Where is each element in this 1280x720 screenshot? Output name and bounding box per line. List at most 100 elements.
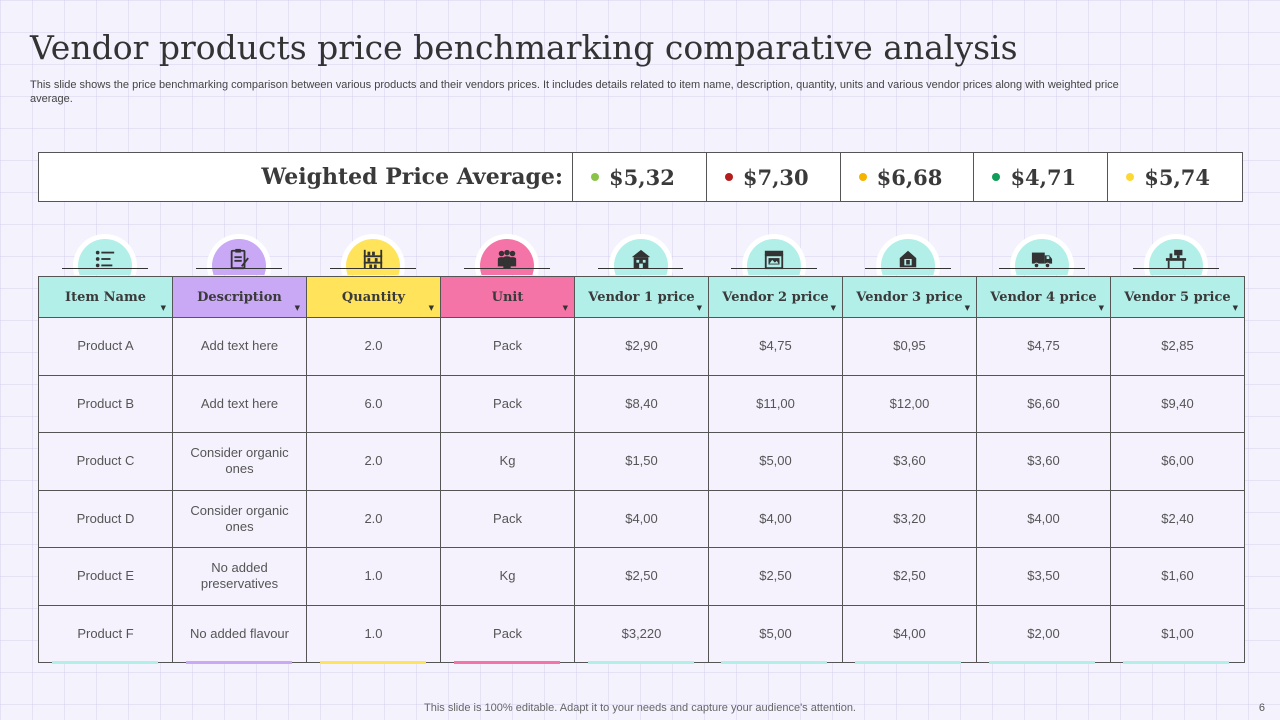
cell-vendor-2-price[interactable]: $5,00 bbox=[708, 604, 843, 663]
weighted-price-value: $6,68 bbox=[876, 164, 943, 190]
cell-vendor-5-price[interactable]: $1,60 bbox=[1110, 547, 1245, 606]
cell-description[interactable]: Add text here bbox=[172, 317, 307, 376]
dropdown-arrow-icon[interactable]: ▼ bbox=[562, 303, 568, 312]
column-header-vendor-4[interactable]: Vendor 4 price ▼ bbox=[976, 276, 1111, 318]
weighted-price-average-label: Weighted Price Average: bbox=[39, 153, 574, 201]
vendor-3-dot bbox=[858, 173, 867, 181]
cell-vendor-3-price[interactable]: $2,50 bbox=[842, 547, 977, 606]
cell-unit[interactable]: Kg bbox=[440, 432, 575, 491]
price-benchmark-table: Item Name ▼ Description ▼ Quantity ▼ Unit ▼ … bbox=[38, 276, 1245, 663]
cell-quantity[interactable]: 6.0 bbox=[306, 374, 441, 433]
cell-vendor-5-price[interactable]: $6,00 bbox=[1110, 432, 1245, 491]
dropdown-arrow-icon[interactable]: ▼ bbox=[1232, 303, 1238, 312]
column-header-description[interactable]: Description ▼ bbox=[172, 276, 307, 318]
cell-vendor-3-price[interactable]: $0,95 bbox=[842, 317, 977, 376]
column-header-vendor-1[interactable]: Vendor 1 price ▼ bbox=[574, 276, 709, 318]
cell-vendor-4-price[interactable]: $2,00 bbox=[976, 604, 1111, 663]
dropdown-arrow-icon[interactable]: ▼ bbox=[830, 303, 836, 312]
column-header-unit[interactable]: Unit ▼ bbox=[440, 276, 575, 318]
header-label: Vendor 5 price bbox=[1124, 289, 1231, 305]
cell-unit[interactable]: Pack bbox=[440, 604, 575, 663]
table-row: Product B Add text here 6.0 Pack $8,40 $… bbox=[38, 374, 1245, 433]
cell-item-name[interactable]: Product F bbox=[38, 604, 173, 663]
cell-quantity[interactable]: 1.0 bbox=[306, 604, 441, 663]
cell-vendor-2-price[interactable]: $4,00 bbox=[708, 489, 843, 548]
cell-description[interactable]: No added flavour bbox=[172, 604, 307, 663]
dropdown-arrow-icon[interactable]: ▼ bbox=[294, 303, 300, 312]
table-row: Product C Consider organic ones 2.0 Kg $… bbox=[38, 432, 1245, 491]
cell-vendor-4-price[interactable]: $3,50 bbox=[976, 547, 1111, 606]
dropdown-arrow-icon[interactable]: ▼ bbox=[160, 303, 166, 312]
cell-vendor-2-price[interactable]: $11,00 bbox=[708, 374, 843, 433]
table-header-row: Item Name ▼ Description ▼ Quantity ▼ Unit ▼ … bbox=[38, 276, 1245, 318]
cell-quantity[interactable]: 2.0 bbox=[306, 317, 441, 376]
header-label: Vendor 4 price bbox=[990, 289, 1097, 305]
cell-item-name[interactable]: Product D bbox=[38, 489, 173, 548]
vendor-2-dot bbox=[724, 173, 733, 181]
header-label: Description bbox=[197, 289, 282, 305]
cell-description[interactable]: No added preservatives bbox=[172, 547, 307, 606]
table-row: Product A Add text here 2.0 Pack $2,90 $… bbox=[38, 317, 1245, 376]
cell-vendor-2-price[interactable]: $2,50 bbox=[708, 547, 843, 606]
desk-icon bbox=[1165, 249, 1187, 269]
weighted-price-vendor-1: $5,32 bbox=[573, 153, 707, 201]
cell-item-name[interactable]: Product C bbox=[38, 432, 173, 491]
column-header-vendor-3[interactable]: Vendor 3 price ▼ bbox=[842, 276, 977, 318]
cell-vendor-5-price[interactable]: $1,00 bbox=[1110, 604, 1245, 663]
cell-vendor-1-price[interactable]: $2,50 bbox=[574, 547, 709, 606]
cell-vendor-5-price[interactable]: $9,40 bbox=[1110, 374, 1245, 433]
cell-unit[interactable]: Kg bbox=[440, 547, 575, 606]
divider bbox=[597, 268, 684, 269]
cell-vendor-2-price[interactable]: $5,00 bbox=[708, 432, 843, 491]
cell-vendor-1-price[interactable]: $4,00 bbox=[574, 489, 709, 548]
weighted-price-vendor-5: $5,74 bbox=[1108, 153, 1242, 201]
cell-vendor-3-price[interactable]: $3,20 bbox=[842, 489, 977, 548]
cell-quantity[interactable]: 2.0 bbox=[306, 489, 441, 548]
cell-vendor-3-price[interactable]: $3,60 bbox=[842, 432, 977, 491]
cell-vendor-4-price[interactable]: $4,00 bbox=[976, 489, 1111, 548]
slide-footer: This slide is 100% editable. Adapt it to… bbox=[424, 702, 856, 714]
cell-quantity[interactable]: 1.0 bbox=[306, 547, 441, 606]
cell-description[interactable]: Add text here bbox=[172, 374, 307, 433]
cell-vendor-5-price[interactable]: $2,85 bbox=[1110, 317, 1245, 376]
store-icon bbox=[631, 249, 650, 269]
cell-vendor-3-price[interactable]: $4,00 bbox=[842, 604, 977, 663]
cell-vendor-1-price[interactable]: $8,40 bbox=[574, 374, 709, 433]
divider bbox=[62, 268, 148, 269]
cell-item-name[interactable]: Product B bbox=[38, 374, 173, 433]
weighted-price-vendor-4: $4,71 bbox=[974, 153, 1109, 201]
cell-unit[interactable]: Pack bbox=[440, 489, 575, 548]
cell-vendor-4-price[interactable]: $4,75 bbox=[976, 317, 1111, 376]
cell-vendor-1-price[interactable]: $2,90 bbox=[574, 317, 709, 376]
divider bbox=[329, 268, 416, 269]
divider bbox=[1133, 268, 1220, 269]
column-header-quantity[interactable]: Quantity ▼ bbox=[306, 276, 441, 318]
vendor-5-dot bbox=[1126, 173, 1135, 181]
cell-vendor-5-price[interactable]: $2,40 bbox=[1110, 489, 1245, 548]
divider bbox=[865, 268, 952, 269]
cell-item-name[interactable]: Product E bbox=[38, 547, 173, 606]
cell-vendor-3-price[interactable]: $12,00 bbox=[842, 374, 977, 433]
divider bbox=[195, 268, 282, 269]
column-header-vendor-2[interactable]: Vendor 2 price ▼ bbox=[708, 276, 843, 318]
cell-item-name[interactable]: Product A bbox=[38, 317, 173, 376]
page-number: 6 bbox=[1258, 702, 1265, 714]
cell-quantity[interactable]: 2.0 bbox=[306, 432, 441, 491]
cell-description[interactable]: Consider organic ones bbox=[172, 489, 307, 548]
weighted-price-average-bar: Weighted Price Average: $5,32 $7,30 $6,6… bbox=[38, 152, 1243, 202]
header-label: Unit bbox=[491, 289, 524, 305]
cell-unit[interactable]: Pack bbox=[440, 317, 575, 376]
dropdown-arrow-icon[interactable]: ▼ bbox=[428, 303, 434, 312]
cell-vendor-4-price[interactable]: $3,60 bbox=[976, 432, 1111, 491]
column-header-item-name[interactable]: Item Name ▼ bbox=[38, 276, 173, 318]
dropdown-arrow-icon[interactable]: ▼ bbox=[696, 303, 702, 312]
dropdown-arrow-icon[interactable]: ▼ bbox=[964, 303, 970, 312]
cell-vendor-1-price[interactable]: $3,220 bbox=[574, 604, 709, 663]
cell-vendor-1-price[interactable]: $1,50 bbox=[574, 432, 709, 491]
cell-unit[interactable]: Pack bbox=[440, 374, 575, 433]
column-header-vendor-5[interactable]: Vendor 5 price ▼ bbox=[1110, 276, 1245, 318]
cell-description[interactable]: Consider organic ones bbox=[172, 432, 307, 491]
cell-vendor-2-price[interactable]: $4,75 bbox=[708, 317, 843, 376]
dropdown-arrow-icon[interactable]: ▼ bbox=[1098, 303, 1104, 312]
cell-vendor-4-price[interactable]: $6,60 bbox=[976, 374, 1111, 433]
